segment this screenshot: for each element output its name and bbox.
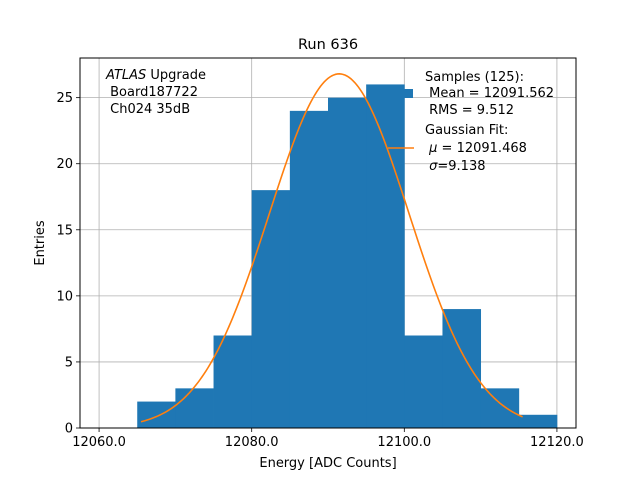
gaussian-fit-layer (140, 73, 523, 423)
mu-value: = 12091.468 (437, 141, 526, 156)
legend-fit-title: Gaussian Fit: (425, 123, 508, 138)
histogram-bar (137, 401, 176, 428)
x-axis-label: Energy [ADC Counts] (259, 456, 396, 471)
histogram-bar (328, 97, 367, 429)
histogram-bar (289, 110, 329, 428)
plot-frame (79, 57, 577, 429)
histogram-bar (442, 309, 482, 428)
legend-samples-mean: Mean = 12091.562 (425, 86, 554, 101)
x-tick-label: 12080.0 (225, 435, 279, 450)
histogram-bar (366, 84, 405, 428)
legend: Samples (125): Mean = 12091.562 RMS = 9.… (388, 70, 554, 174)
legend-samples-title: Samples (125): (425, 70, 524, 85)
histogram-bar (404, 335, 443, 428)
y-tick-label: 25 (56, 91, 73, 106)
y-axis-label: Entries (33, 220, 48, 266)
legend-samples-rms: RMS = 9.512 (425, 103, 514, 118)
channel-label: Ch024 35dB (106, 102, 190, 117)
legend-fit-sigma: σ=9.138 (425, 159, 486, 174)
board-label: Board187722 (106, 85, 198, 100)
sigma-value: =9.138 (437, 159, 485, 174)
mu-symbol: μ (428, 141, 437, 156)
y-tick-label: 15 (56, 223, 73, 238)
chart-title: Run 636 (298, 37, 358, 53)
x-tick-label: 12120.0 (530, 435, 584, 450)
x-tick-label: 12060.0 (72, 435, 126, 450)
y-tick-label: 20 (56, 157, 73, 172)
histogram-bar (251, 190, 291, 428)
histogram-bar (518, 414, 558, 428)
axis-ticks: 12060.0 12080.0 12100.0 12120.0 0 5 10 15 20 25 (56, 91, 583, 450)
histogram-bars (137, 84, 558, 429)
y-tick-label: 5 (65, 355, 73, 370)
gaussian-fit-curve (140, 73, 523, 423)
y-tick-label: 10 (56, 289, 73, 304)
x-tick-label: 12100.0 (377, 435, 431, 450)
annotation-line-1: ATLAS Upgrade (105, 68, 206, 83)
histogram-bar (480, 388, 520, 428)
sigma-symbol: σ (429, 159, 438, 174)
y-tick-label: 0 (65, 422, 73, 437)
atlas-annotation: ATLAS Upgrade Board187722 Ch024 35dB (105, 68, 206, 117)
legend-bar-swatch (388, 89, 413, 98)
histogram-bar (213, 335, 253, 428)
histogram-bar (175, 388, 214, 428)
atlas-label: ATLAS (105, 68, 146, 83)
legend-fit-mu: μ = 12091.468 (425, 141, 527, 156)
upgrade-label: Upgrade (146, 68, 206, 83)
